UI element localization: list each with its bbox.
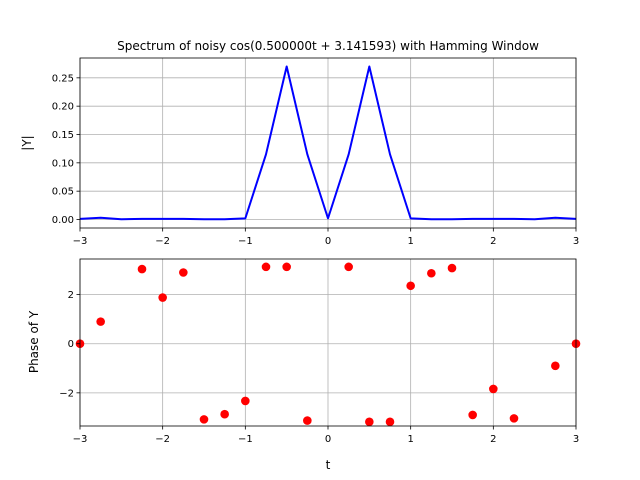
phase-point xyxy=(220,409,229,419)
phase-point xyxy=(551,361,560,371)
magnitude-y-tick-label: 0.15 xyxy=(52,130,74,141)
phase-point xyxy=(179,268,188,277)
magnitude-x-tick-label: −1 xyxy=(238,236,253,247)
phase-point xyxy=(96,317,105,326)
phase-point xyxy=(303,416,312,425)
phase-panel: −3 −2 −1 0 1 2 3 −2 0 2 Phase of Y t xyxy=(27,258,581,472)
phase-point xyxy=(241,396,250,406)
phase-point xyxy=(344,262,353,272)
magnitude-x-tick-label: 2 xyxy=(490,236,496,247)
phase-point xyxy=(489,384,498,394)
phase-y-axis-label: Phase of Y xyxy=(27,310,41,373)
phase-y-tick-label: −2 xyxy=(59,388,74,399)
magnitude-y-tick-label: 0.25 xyxy=(52,73,74,84)
phase-point xyxy=(365,417,374,427)
phase-x-tick-label: 3 xyxy=(573,434,579,445)
phase-series xyxy=(75,262,581,427)
magnitude-ticks: −3 −2 −1 0 1 2 3 0.00 0.05 0.10 0.15 0.20 0.25 xyxy=(52,73,579,247)
phase-x-tick-label: −2 xyxy=(155,434,170,445)
magnitude-series xyxy=(79,65,577,221)
magnitude-x-tick-label: 3 xyxy=(573,236,579,247)
phase-point xyxy=(427,268,436,278)
magnitude-y-tick-label: 0.20 xyxy=(52,102,74,113)
magnitude-y-tick-label: 0.00 xyxy=(52,215,74,226)
phase-point xyxy=(261,262,271,272)
phase-point xyxy=(468,410,477,420)
magnitude-x-tick-label: −3 xyxy=(73,236,88,247)
phase-point xyxy=(406,281,415,291)
magnitude-chart-title: Spectrum of noisy cos(0.500000t + 3.1415… xyxy=(117,39,539,53)
phase-point xyxy=(199,415,209,424)
magnitude-y-tick-label: 0.05 xyxy=(52,187,74,198)
magnitude-line xyxy=(79,65,577,221)
phase-x-tick-label: −1 xyxy=(238,434,253,445)
magnitude-y-tick-label: 0.10 xyxy=(52,158,74,169)
phase-point xyxy=(282,262,291,272)
phase-x-tick-label: 0 xyxy=(325,434,331,445)
magnitude-x-tick-label: 1 xyxy=(407,236,413,247)
magnitude-x-tick-label: −2 xyxy=(155,236,170,247)
phase-point xyxy=(137,264,147,274)
magnitude-y-axis-label: |Y| xyxy=(20,135,34,150)
phase-ticks: −3 −2 −1 0 1 2 3 −2 0 2 xyxy=(59,290,579,445)
phase-y-tick-label: 0 xyxy=(68,339,74,350)
phase-point xyxy=(509,414,519,423)
phase-x-tick-label: −3 xyxy=(73,434,88,445)
phase-x-tick-label: 2 xyxy=(490,434,496,445)
magnitude-panel: Spectrum of noisy cos(0.500000t + 3.1415… xyxy=(20,39,579,247)
phase-y-tick-label: 2 xyxy=(68,290,74,301)
magnitude-x-tick-label: 0 xyxy=(325,236,331,247)
phase-x-axis-label: t xyxy=(326,458,331,472)
magnitude-grid xyxy=(79,58,577,228)
phase-point xyxy=(158,293,167,302)
phase-point xyxy=(385,417,395,427)
phase-x-tick-label: 1 xyxy=(407,434,413,445)
phase-point xyxy=(447,263,457,273)
